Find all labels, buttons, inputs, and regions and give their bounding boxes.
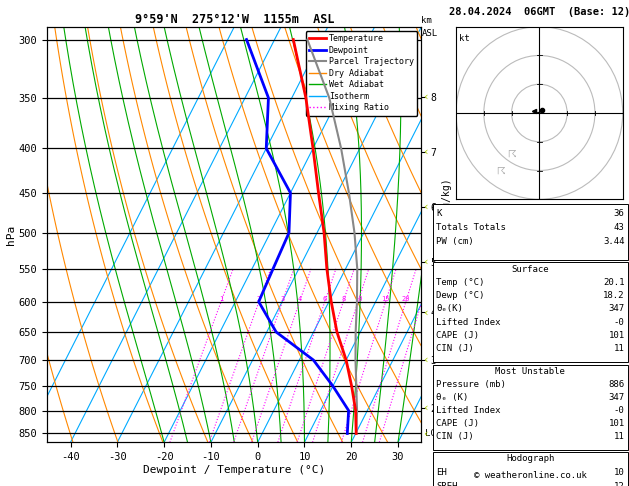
Legend: Temperature, Dewpoint, Parcel Trajectory, Dry Adiabat, Wet Adiabat, Isotherm, Mi: Temperature, Dewpoint, Parcel Trajectory… [306, 31, 417, 116]
Text: 10: 10 [614, 468, 625, 477]
Text: LCL: LCL [425, 429, 442, 438]
Text: 886: 886 [608, 380, 625, 389]
Text: 1: 1 [219, 295, 223, 302]
Text: 18.2: 18.2 [603, 291, 625, 300]
Text: Surface: Surface [511, 264, 549, 274]
Text: Most Unstable: Most Unstable [495, 366, 565, 376]
Text: ‹: ‹ [423, 307, 427, 317]
Text: CIN (J): CIN (J) [436, 344, 474, 353]
Text: 36: 36 [614, 209, 625, 218]
Text: CAPE (J): CAPE (J) [436, 331, 479, 340]
Text: -0: -0 [614, 318, 625, 327]
Text: 12: 12 [614, 482, 625, 486]
Text: θₑ (K): θₑ (K) [436, 393, 468, 402]
Y-axis label: Mixing Ratio (g/kg): Mixing Ratio (g/kg) [442, 179, 452, 290]
Text: ‹: ‹ [423, 355, 427, 365]
Text: 4: 4 [298, 295, 302, 302]
Text: 347: 347 [608, 304, 625, 313]
Text: km: km [421, 16, 432, 25]
Text: 3.44: 3.44 [603, 237, 625, 246]
Text: Lifted Index: Lifted Index [436, 318, 501, 327]
Text: ASL: ASL [421, 29, 438, 38]
Text: 2: 2 [257, 295, 261, 302]
Text: 6: 6 [323, 295, 327, 302]
Text: © weatheronline.co.uk: © weatheronline.co.uk [474, 471, 587, 480]
Text: ‹: ‹ [423, 429, 427, 438]
Text: ‹: ‹ [423, 147, 427, 157]
Text: Totals Totals: Totals Totals [436, 224, 506, 232]
Text: 11: 11 [614, 432, 625, 441]
X-axis label: Dewpoint / Temperature (°C): Dewpoint / Temperature (°C) [143, 465, 325, 475]
Text: 8: 8 [341, 295, 345, 302]
Text: EH: EH [436, 468, 447, 477]
Text: 20.1: 20.1 [603, 278, 625, 287]
Text: Dewp (°C): Dewp (°C) [436, 291, 484, 300]
Text: SREH: SREH [436, 482, 457, 486]
Text: -0: -0 [614, 406, 625, 415]
Y-axis label: hPa: hPa [6, 225, 16, 244]
Text: 347: 347 [608, 393, 625, 402]
Text: ☈: ☈ [496, 166, 505, 175]
Text: ☈: ☈ [507, 148, 516, 158]
Text: Lifted Index: Lifted Index [436, 406, 501, 415]
Text: 101: 101 [608, 331, 625, 340]
Text: ‹: ‹ [423, 403, 427, 413]
Text: 3: 3 [281, 295, 284, 302]
Text: ‹: ‹ [423, 92, 427, 102]
Text: PW (cm): PW (cm) [436, 237, 474, 246]
Text: kt: kt [459, 34, 470, 43]
Text: 28.04.2024  06GMT  (Base: 12): 28.04.2024 06GMT (Base: 12) [448, 7, 629, 17]
Text: 15: 15 [381, 295, 390, 302]
Title: 9°59'N  275°12'W  1155m  ASL: 9°59'N 275°12'W 1155m ASL [135, 13, 334, 26]
Text: 20: 20 [401, 295, 410, 302]
Text: ‹: ‹ [423, 202, 427, 212]
Text: ‹: ‹ [423, 257, 427, 267]
Text: 101: 101 [608, 419, 625, 428]
Text: Temp (°C): Temp (°C) [436, 278, 484, 287]
Text: 43: 43 [614, 224, 625, 232]
Text: θₑ(K): θₑ(K) [436, 304, 463, 313]
Text: 10: 10 [353, 295, 362, 302]
Text: Pressure (mb): Pressure (mb) [436, 380, 506, 389]
Text: 11: 11 [614, 344, 625, 353]
Text: K: K [436, 209, 442, 218]
Text: CAPE (J): CAPE (J) [436, 419, 479, 428]
Text: Hodograph: Hodograph [506, 454, 554, 463]
Text: CIN (J): CIN (J) [436, 432, 474, 441]
